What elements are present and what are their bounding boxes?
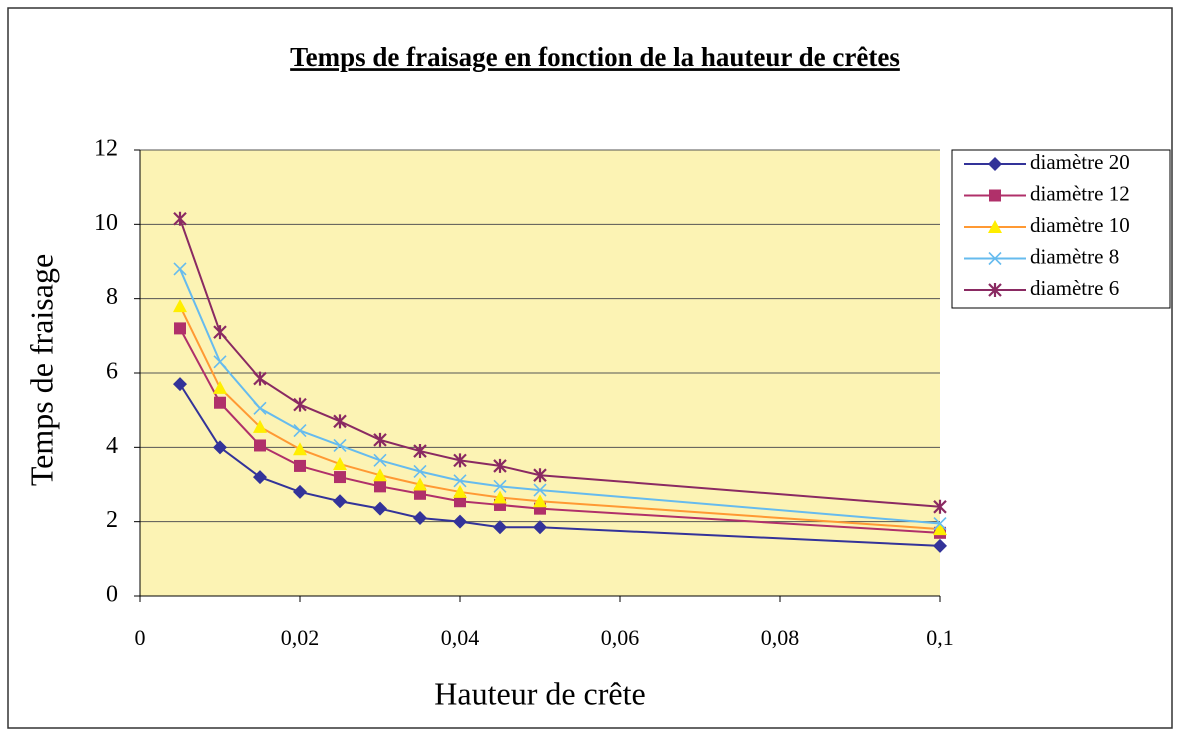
marker <box>333 494 347 509</box>
marker <box>533 468 547 483</box>
legend-box <box>951 149 1171 309</box>
marker <box>254 439 266 452</box>
marker <box>533 494 547 508</box>
marker <box>933 499 947 514</box>
marker <box>533 483 547 497</box>
marker <box>988 220 1002 233</box>
marker <box>413 510 427 525</box>
marker <box>533 520 547 535</box>
y-axis-label: Temps de fraisage <box>23 254 59 486</box>
marker <box>253 470 267 485</box>
marker <box>333 414 347 429</box>
marker <box>493 479 507 493</box>
x-tick-label: 0,04 <box>441 625 480 650</box>
y-tick-label: 4 <box>106 433 118 459</box>
marker <box>989 189 1001 202</box>
marker <box>933 538 947 553</box>
y-tick-label: 8 <box>106 284 118 310</box>
marker <box>933 516 947 531</box>
y-tick-label: 2 <box>106 507 118 533</box>
marker <box>413 477 427 491</box>
marker <box>373 501 387 516</box>
chart-title: Temps de fraisage en fonction de la haut… <box>290 42 900 72</box>
legend-label: diamètre 10 <box>1030 213 1130 237</box>
marker <box>453 453 467 468</box>
marker <box>214 396 226 409</box>
marker <box>333 457 347 471</box>
marker <box>293 424 307 438</box>
y-tick-label: 6 <box>106 359 118 385</box>
x-tick-label: 0,08 <box>761 625 800 650</box>
legend-label: diamètre 6 <box>1030 276 1119 300</box>
marker <box>253 401 267 415</box>
legend-label: diamètre 12 <box>1030 181 1130 205</box>
marker <box>173 377 187 392</box>
marker <box>213 380 227 394</box>
x-tick-label: 0,06 <box>601 625 640 650</box>
marker <box>173 262 187 276</box>
marker <box>293 397 307 412</box>
marker <box>454 495 466 508</box>
legend-label: diamètre 20 <box>1030 150 1130 174</box>
marker <box>294 459 306 472</box>
marker <box>213 325 227 340</box>
marker <box>413 444 427 459</box>
marker <box>933 522 947 536</box>
x-axis-label: Hauteur de crête <box>434 675 645 711</box>
marker <box>988 251 1002 266</box>
marker <box>334 471 346 484</box>
marker <box>333 438 347 453</box>
marker <box>253 419 267 433</box>
marker <box>493 458 507 473</box>
marker <box>374 480 386 493</box>
legend-label: diamètre 8 <box>1030 244 1119 268</box>
y-tick-label: 10 <box>94 210 118 236</box>
marker <box>373 468 387 482</box>
marker <box>174 322 186 335</box>
x-tick-label: 0,02 <box>281 625 320 650</box>
marker <box>453 514 467 529</box>
marker <box>493 490 507 504</box>
marker <box>173 299 187 313</box>
marker <box>493 520 507 535</box>
marker <box>453 474 467 488</box>
marker <box>988 157 1002 171</box>
marker <box>173 211 187 226</box>
marker <box>293 484 307 499</box>
y-tick-label: 0 <box>106 582 118 608</box>
y-tick-label: 12 <box>94 136 118 162</box>
x-tick-label: 0 <box>135 625 146 650</box>
marker <box>414 487 426 500</box>
x-tick-label: 0,1 <box>926 625 954 650</box>
marker <box>253 371 267 386</box>
marker <box>293 442 307 456</box>
marker <box>213 355 227 369</box>
marker <box>213 440 227 455</box>
marker <box>413 464 427 479</box>
marker <box>988 283 1002 297</box>
marker <box>453 484 467 498</box>
marker <box>373 453 387 467</box>
marker <box>373 432 387 447</box>
